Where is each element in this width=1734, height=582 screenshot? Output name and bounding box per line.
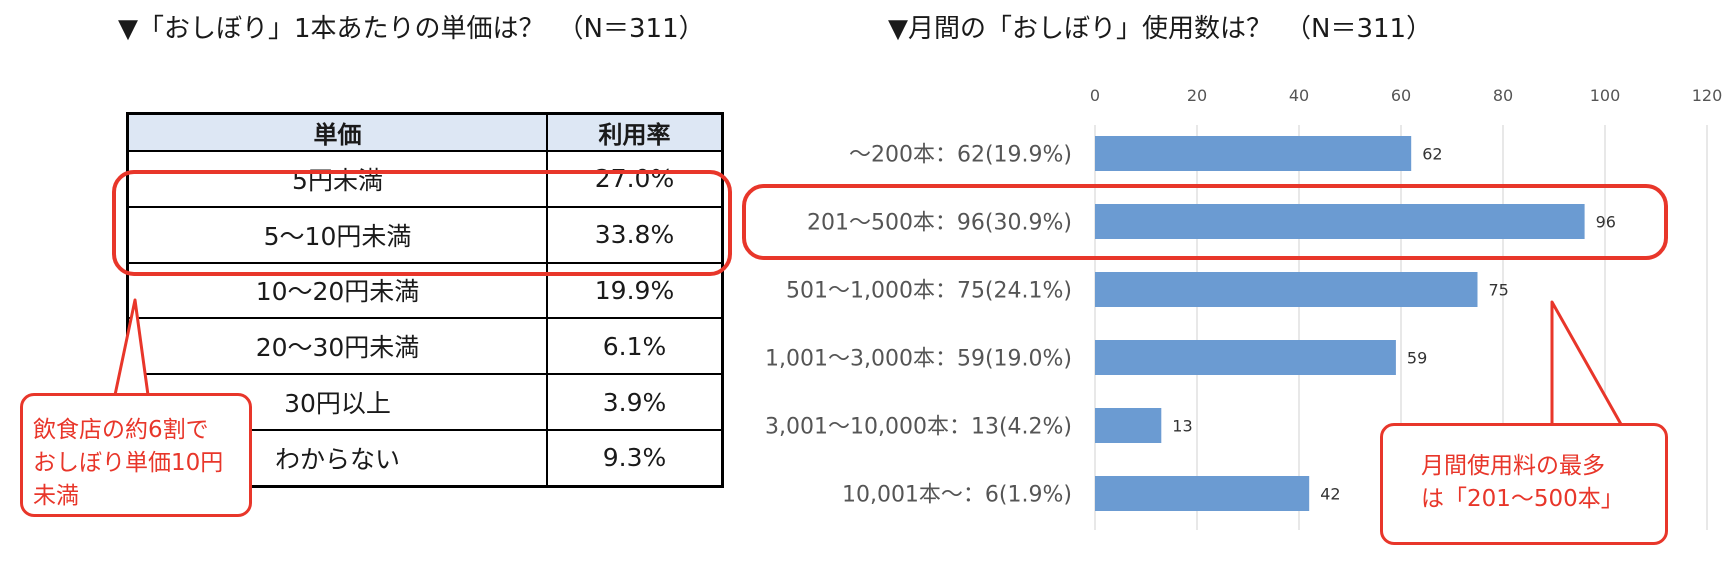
x-tick-label: 120	[1692, 86, 1723, 105]
right-callout: 月間使用料の最多 は「201～500本」	[1380, 423, 1668, 545]
header-usage-rate: 利用率	[546, 112, 724, 152]
table-row: 10～20円未満 19.9%	[126, 261, 724, 320]
data-label: 62	[1422, 145, 1442, 164]
left-callout-line: 未満	[33, 483, 79, 509]
table-highlight-box	[112, 170, 732, 276]
left-callout-line: 飲食店の約6割で	[33, 417, 209, 443]
left-callout-pointer	[113, 298, 150, 396]
table-header-row: 単価 利用率	[126, 112, 724, 152]
header-unit-price: 単価	[126, 112, 548, 152]
bar	[1095, 136, 1412, 171]
table-row: 20～30円未満 6.1%	[126, 317, 724, 376]
x-tick-label: 40	[1289, 86, 1309, 105]
left-chart-title: ▼「おしぼり」1本あたりの単価は？ （N＝311）	[118, 14, 705, 44]
right-chart-title: ▼月間の「おしぼり」使用数は？ （N＝311）	[888, 14, 1433, 44]
usage-rate: 3.9%	[546, 373, 724, 431]
bar	[1095, 408, 1162, 443]
data-label: 59	[1407, 349, 1427, 368]
usage-rate: 9.3%	[546, 428, 724, 488]
data-label: 13	[1172, 417, 1192, 436]
right-callout-line: は「201～500本」	[1421, 486, 1624, 512]
left-callout: 飲食店の約6割で おしぼり単価10円 未満	[20, 393, 252, 517]
x-tick-label: 100	[1590, 86, 1621, 105]
bar	[1095, 272, 1478, 307]
category-label: 501～1,000本：75(24.1%)	[786, 279, 1072, 304]
usage-rate: 33.8%	[546, 205, 724, 264]
usage-rate: 19.9%	[546, 261, 724, 320]
bar	[1095, 476, 1310, 511]
category-label: 3,001～10,000本：13(4.2%)	[765, 415, 1072, 440]
category-label: ～200本：62(19.9%)	[849, 143, 1072, 168]
bar	[1095, 204, 1585, 239]
category-label: 1,001～3,000本：59(19.0%)	[765, 347, 1072, 372]
price-range: 10～20円未満	[126, 261, 548, 320]
price-range: 5円未満	[126, 150, 548, 208]
category-label: 201～500本：96(30.9%)	[807, 211, 1072, 236]
x-tick-label: 80	[1493, 86, 1513, 105]
price-range: 5～10円未満	[126, 205, 548, 264]
x-tick-label: 60	[1391, 86, 1411, 105]
right-callout-pointer	[1550, 300, 1624, 427]
x-tick-label: 20	[1187, 86, 1207, 105]
price-range: 20～30円未満	[126, 317, 548, 376]
category-label: 10,001本～：6(1.9%)	[842, 483, 1072, 508]
data-label: 42	[1320, 485, 1340, 504]
right-callout-line: 月間使用料の最多	[1421, 453, 1605, 479]
data-label: 96	[1596, 213, 1616, 232]
usage-rate: 6.1%	[546, 317, 724, 376]
left-callout-line: おしぼり単価10円	[33, 450, 224, 476]
bar	[1095, 340, 1396, 375]
data-label: 75	[1489, 281, 1509, 300]
chart-highlight-box	[742, 184, 1668, 260]
table-row: 5円未満 27.0%	[126, 150, 724, 208]
x-tick-label: 0	[1090, 86, 1100, 105]
table-row: 5～10円未満 33.8%	[126, 205, 724, 264]
usage-rate: 27.0%	[546, 150, 724, 208]
